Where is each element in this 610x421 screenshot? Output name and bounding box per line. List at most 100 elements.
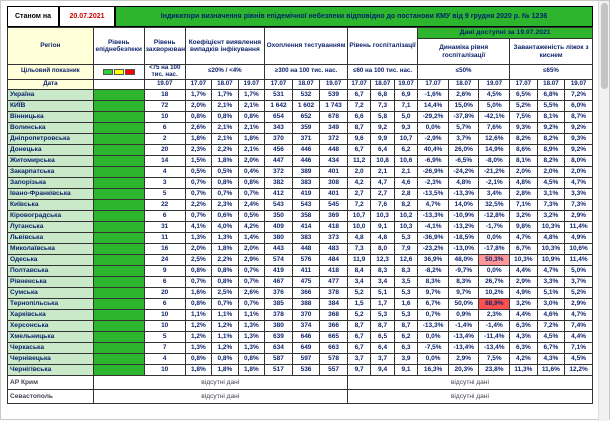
value-cell: 1,5 — [346, 297, 372, 310]
value-cell: 576 — [291, 253, 321, 266]
value-cell: 0,5% — [237, 209, 266, 222]
page-title: Індикатори визначення рівнів епідемічної… — [115, 6, 593, 27]
value-cell: 587 — [264, 352, 293, 365]
value-cell: -29,2% — [417, 110, 449, 123]
epidemic-level-cell — [92, 198, 145, 211]
value-cell: 1,8% — [211, 242, 239, 255]
table-row: Луганська 31 4,1% 4,0% 4,2% 409 414 418 10,0 9,1 1… — [7, 220, 593, 233]
vertical-scrollbar[interactable] — [598, 1, 609, 421]
date-cell: 18.07 — [370, 78, 395, 90]
value-cell: 8,7 — [370, 319, 395, 332]
table-row: Сумська 20 1,6% 2,5% 2,6% 376 366 378 5,2 5,1 5,3 9… — [7, 286, 593, 299]
date-cell: 19.07 — [478, 78, 511, 90]
region-name: Закарпатська — [7, 165, 94, 178]
value-cell: 7,2 — [346, 99, 372, 112]
value-cell: 6 — [143, 209, 186, 222]
column-header-testing-coverage: Охоплення тестуванням — [264, 27, 348, 65]
value-cell: 414 — [291, 220, 321, 233]
value-cell: -13,5% — [417, 187, 449, 200]
value-cell: 4,8% — [447, 176, 480, 189]
value-cell: 8,3 — [393, 264, 419, 277]
value-cell: 9,3 — [393, 121, 419, 134]
value-cell: 2,9% — [509, 275, 538, 288]
value-cell: 359 — [291, 121, 321, 134]
value-cell: 8,3% — [417, 275, 449, 288]
value-cell: 654 — [264, 110, 293, 123]
value-cell: 1,3% — [237, 319, 266, 332]
scrollbar-thumb[interactable] — [600, 3, 608, 89]
no-data-cell: відсутні дані — [346, 388, 594, 404]
value-cell: 6,5% — [509, 88, 538, 101]
value-cell: 0,0% — [478, 231, 511, 244]
value-cell: 0,8% — [211, 264, 239, 277]
value-cell: 0,7% — [184, 176, 213, 189]
value-cell: 2,5% — [184, 253, 213, 266]
value-cell: 8,9% — [536, 143, 566, 156]
value-cell: 1,3% — [211, 231, 239, 244]
value-cell: 2,1 — [393, 165, 419, 178]
value-cell: 639 — [264, 330, 293, 343]
value-cell: -1,7% — [478, 220, 511, 233]
value-cell: 456 — [264, 143, 293, 156]
epidemic-level-cell — [92, 165, 145, 178]
value-cell: 36,9% — [417, 253, 449, 266]
value-cell: 9,7% — [447, 286, 480, 299]
epidemic-level-cell — [92, 143, 145, 156]
value-cell: 3,4 — [346, 275, 372, 288]
table-row-no-data: Севастополь відсутні дані відсутні дані — [7, 388, 594, 404]
level-yellow-icon — [113, 68, 124, 75]
value-cell: 6,7% — [536, 341, 566, 354]
value-cell: 4,5% — [536, 330, 566, 343]
value-cell: -26,9% — [417, 165, 449, 178]
region-name: Миколаївська — [7, 242, 94, 255]
value-cell: 8,2 — [393, 198, 419, 211]
value-cell: -37,8% — [447, 110, 480, 123]
value-cell: 72 — [143, 99, 186, 112]
value-cell: 4,6% — [536, 308, 566, 321]
value-cell: 10,3% — [536, 242, 566, 255]
value-cell: 2,9% — [564, 209, 593, 222]
target-hospitalization: ≤60 на 100 тис. нас. — [346, 64, 419, 80]
value-cell: 11,9 — [346, 253, 372, 266]
value-cell: 1,2% — [184, 330, 213, 343]
value-cell: 368 — [319, 308, 348, 321]
target-testing: ≥300 на 100 тис. нас. — [264, 64, 348, 80]
value-cell: 517 — [264, 363, 293, 376]
table-row: Миколаївська 16 2,0% 1,8% 2,0% 443 448 483 7,3 8,… — [7, 242, 593, 255]
value-cell: 6,8 — [370, 88, 395, 101]
value-cell: 0,7% — [184, 209, 213, 222]
value-cell: -8,2% — [417, 264, 449, 277]
value-cell: 4,4% — [509, 308, 538, 321]
value-cell: 434 — [319, 154, 348, 167]
value-cell: 308 — [319, 176, 348, 189]
value-cell: 3,2% — [536, 209, 566, 222]
value-cell: 11 — [143, 231, 186, 244]
table-row: Херсонська 10 1,2% 1,2% 1,3% 380 374 366 8,7 8,7 8… — [7, 319, 593, 332]
value-cell: 665 — [319, 330, 348, 343]
table-row: Тернопільська 6 0,8% 0,7% 0,7% 385 388 384 1,5 1,… — [7, 297, 593, 310]
value-cell: 383 — [291, 176, 321, 189]
target-incidence: <75 на 100 тис. нас. — [143, 64, 186, 80]
value-cell: 2,1% — [211, 132, 239, 145]
value-cell: 0,8% — [237, 176, 266, 189]
value-cell: 389 — [291, 165, 321, 178]
date-cell: 18.07 — [291, 78, 321, 90]
value-cell: 0,0% — [417, 352, 449, 365]
value-cell: 0,5% — [211, 165, 239, 178]
value-cell: -21,2% — [478, 165, 511, 178]
epidemic-level-cell — [92, 352, 145, 365]
target-dynamics: ≤50% — [417, 64, 511, 80]
value-cell: 4,7% — [564, 308, 593, 321]
value-cell: 11,4% — [564, 220, 593, 233]
value-cell: 3,2% — [509, 209, 538, 222]
value-cell: 10,2 — [393, 209, 419, 222]
value-cell: 6 — [143, 121, 186, 134]
date-cell: 17.07 — [184, 78, 213, 90]
region-name: Луганська — [7, 220, 94, 233]
value-cell: 1,2% — [211, 341, 239, 354]
value-cell: 5,3 — [393, 308, 419, 321]
table-row: Хмельницька 5 1,2% 1,1% 1,3% 639 646 665 6,7 6,5 6… — [7, 330, 593, 343]
value-cell: 0,8% — [237, 352, 266, 365]
value-cell: 88,9% — [478, 297, 511, 310]
value-cell: 2,2% — [184, 198, 213, 211]
